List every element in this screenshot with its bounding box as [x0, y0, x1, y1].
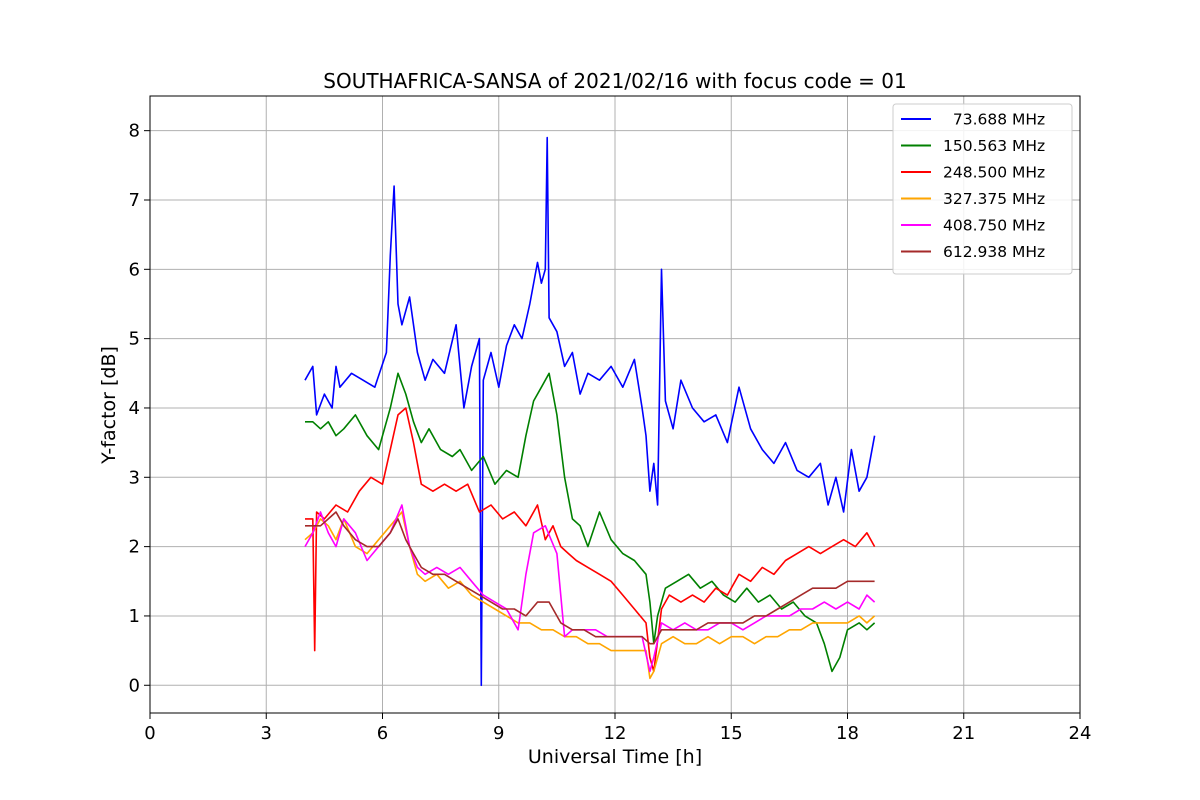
x-tick-label: 9	[493, 723, 504, 744]
y-tick-label: 3	[129, 467, 140, 488]
y-tick-label: 4	[129, 398, 140, 419]
y-axis-label: Y-factor [dB]	[98, 346, 120, 465]
series-line-6	[305, 511, 875, 645]
x-tick-label: 12	[604, 723, 627, 744]
y-tick-label: 2	[129, 537, 140, 558]
y-tick-label: 6	[129, 259, 140, 280]
y-tick-label: 1	[129, 606, 140, 627]
legend-box	[892, 103, 1073, 275]
x-tick-label: 6	[377, 723, 388, 744]
chart-title: SOUTHAFRICA-SANSA of 2021/02/16 with foc…	[323, 69, 907, 93]
x-tick-label: 0	[144, 723, 155, 744]
x-tick-label: 24	[1069, 723, 1092, 744]
series-line-2	[305, 372, 876, 673]
legend-label: 408.750 MHz	[943, 217, 1045, 235]
x-axis-ticks: 0 3 6 9 12 15 18 21 24	[144, 713, 1091, 744]
x-tick-label: 15	[720, 723, 743, 744]
x-tick-label: 3	[261, 723, 272, 744]
y-tick-label: 5	[129, 329, 140, 350]
y-axis-ticks: 0 1 2 3 4 5 6 7 8	[129, 121, 150, 696]
y-tick-label: 0	[129, 675, 140, 696]
series-line-1	[304, 136, 876, 687]
series-line-3	[305, 407, 876, 673]
series-line-4	[304, 511, 876, 680]
legend-label: 327.375 MHz	[943, 190, 1045, 208]
legend-label: 150.563 MHz	[943, 137, 1045, 155]
x-axis-label: Universal Time [h]	[528, 746, 702, 768]
y-tick-label: 8	[129, 121, 140, 142]
x-tick-label: 21	[952, 723, 975, 744]
legend-label: 612.938 MHz	[943, 243, 1045, 261]
legend: 73.688 MHz 150.563 MHz 248.500 MHz 327.375 …	[892, 103, 1073, 275]
legend-label: 73.688 MHz	[943, 111, 1045, 129]
series-lines	[304, 136, 876, 687]
legend-label: 248.500 MHz	[943, 164, 1045, 182]
y-tick-label: 7	[129, 190, 140, 211]
x-tick-label: 18	[836, 723, 859, 744]
